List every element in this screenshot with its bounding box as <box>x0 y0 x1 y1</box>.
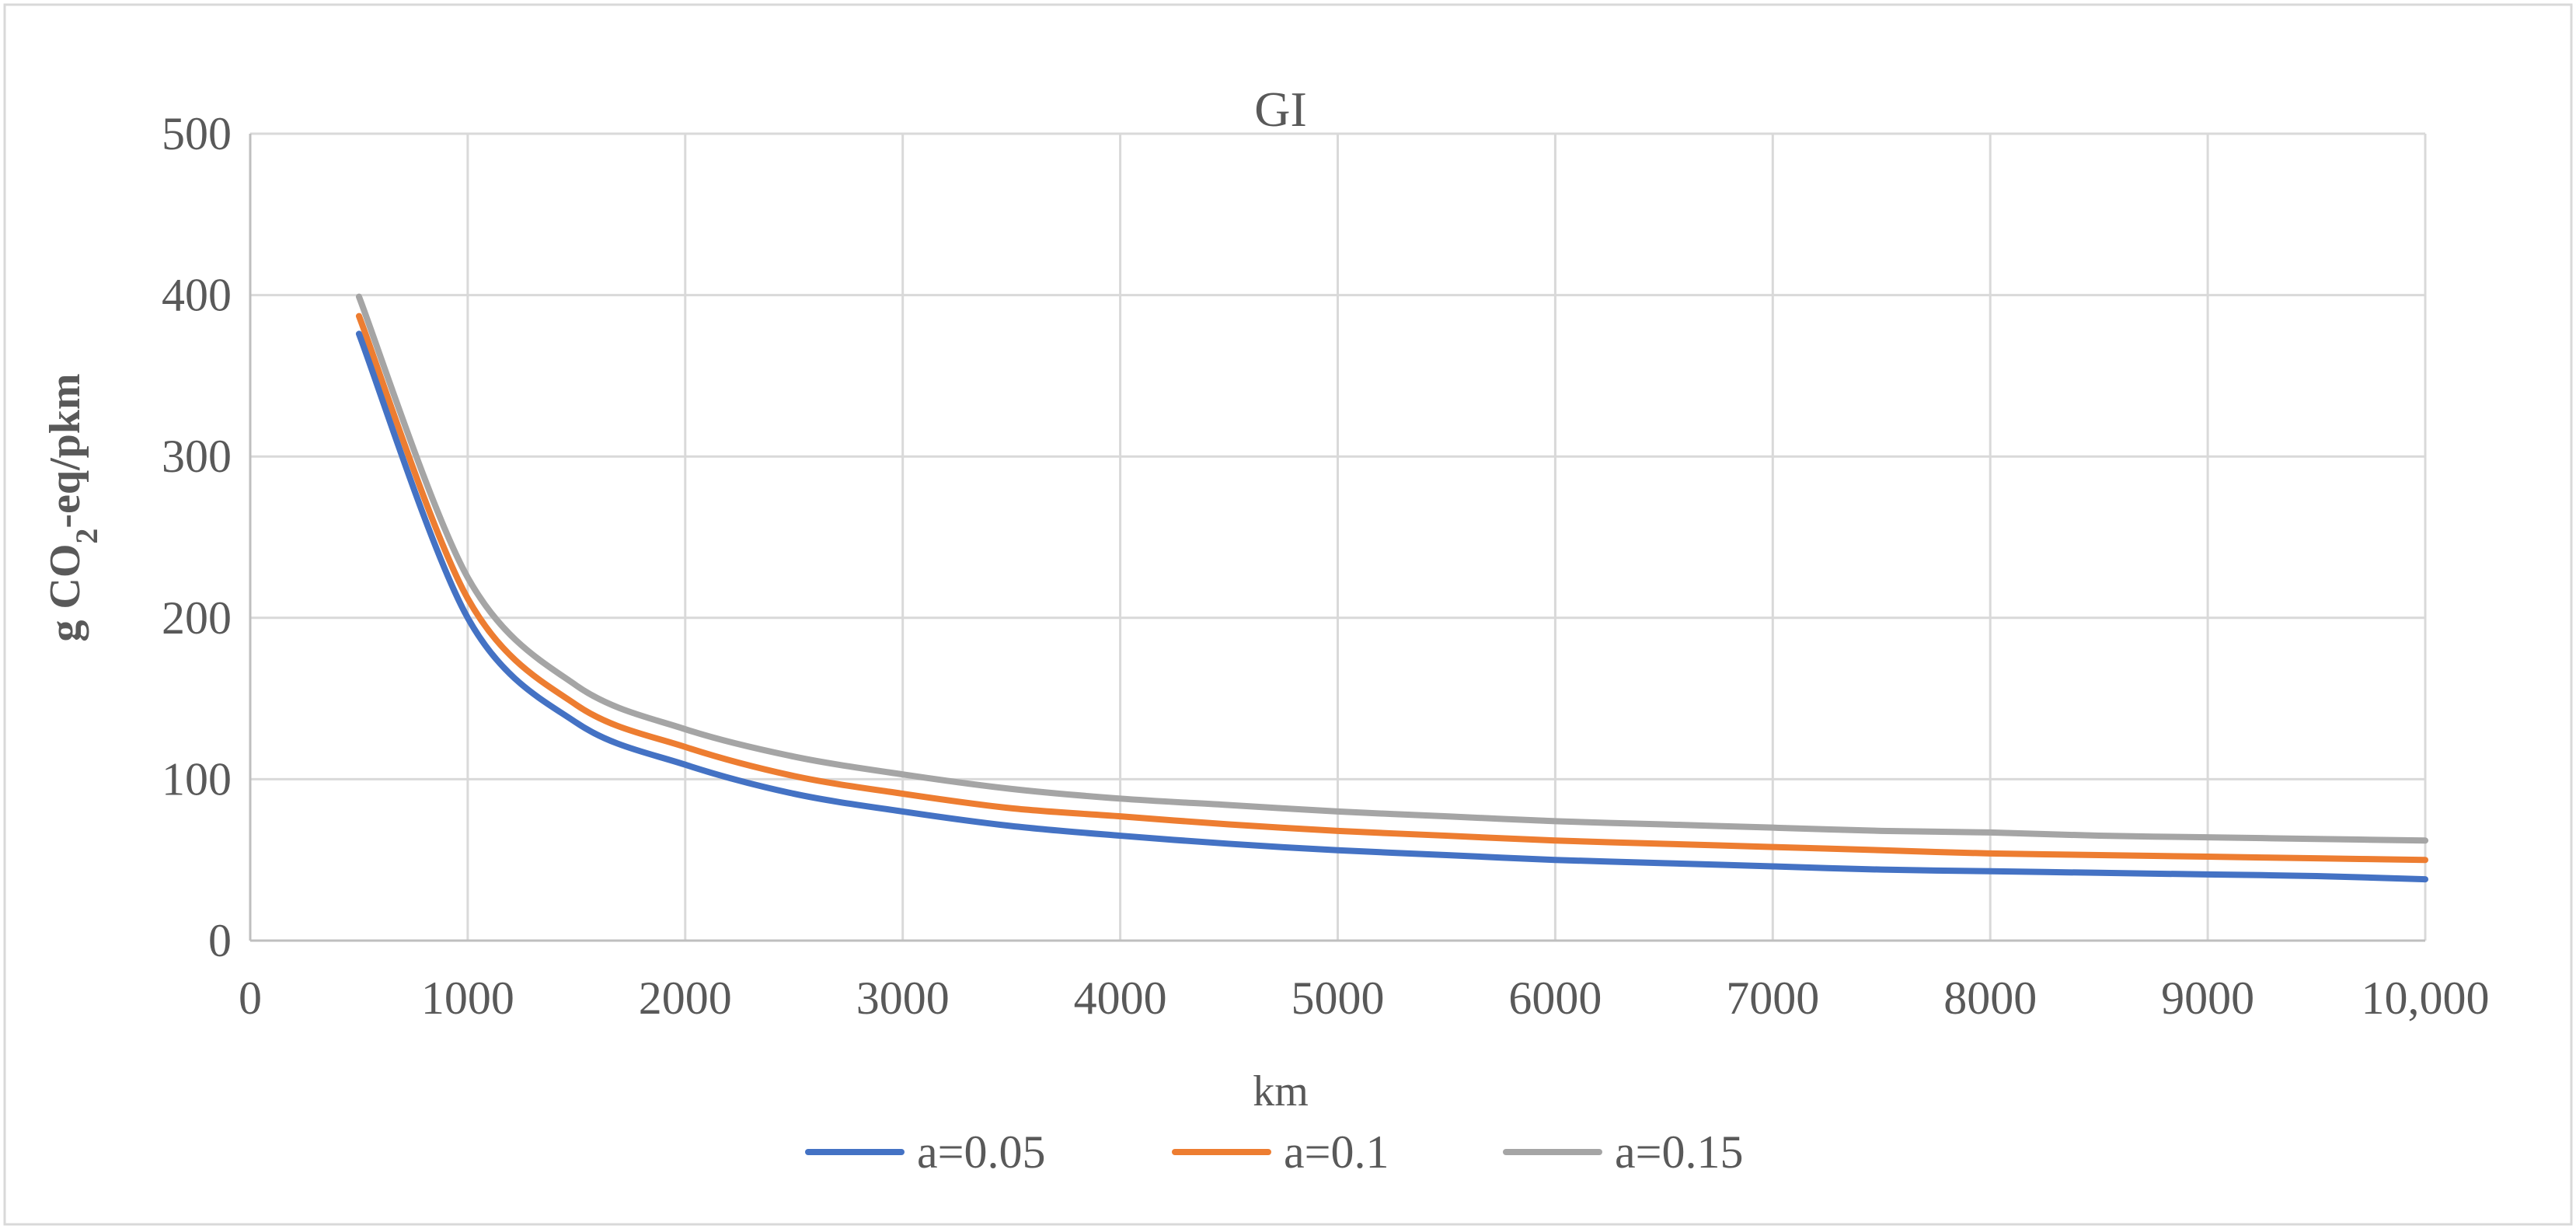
legend: a=0.05 a=0.1 a=0.15 <box>805 1126 1743 1178</box>
y-tick-label: 0 <box>208 915 232 966</box>
x-tick-label: 9000 <box>2161 972 2254 1024</box>
x-tick-label: 8000 <box>1943 972 2037 1024</box>
series-line-a=0.1 <box>355 312 2428 864</box>
legend-label: a=0.15 <box>1615 1126 1743 1178</box>
y-axis-title: g CO2-eq/pkm <box>41 373 104 641</box>
x-tick-label: 3000 <box>856 972 950 1024</box>
x-axis-title: km <box>1253 1067 1309 1116</box>
x-tick-label: 5000 <box>1291 972 1385 1024</box>
y-tick-label: 100 <box>162 753 232 805</box>
chart-title: GI <box>1254 82 1307 137</box>
y-tick-label: 300 <box>162 431 232 482</box>
x-tick-label: 4000 <box>1074 972 1167 1024</box>
x-tick-label: 1000 <box>421 972 514 1024</box>
y-tick-label: 400 <box>162 270 232 321</box>
series-lines <box>355 293 2428 883</box>
y-axis-title-subscript: 2 <box>69 529 104 544</box>
y-tick-label: 500 <box>162 108 232 159</box>
x-tick-label: 2000 <box>639 972 732 1024</box>
x-tick-label: 0 <box>239 972 262 1024</box>
chart-frame <box>3 3 2573 1226</box>
x-tick-label: 10,000 <box>2362 972 2490 1024</box>
grid <box>250 132 2427 941</box>
legend-label: a=0.1 <box>1284 1126 1389 1178</box>
x-tick-label: 7000 <box>1726 972 1819 1024</box>
labels: GI km g CO2-eq/pkm <box>41 82 1309 1116</box>
series-line-a=0.15 <box>355 293 2428 844</box>
y-axis-title-suffix: -eq/pkm <box>41 373 89 528</box>
series-line-a=0.05 <box>355 330 2428 883</box>
legend-label: a=0.05 <box>917 1126 1045 1178</box>
y-axis-title-prefix: g CO <box>41 544 89 642</box>
x-tick-label: 6000 <box>1508 972 1602 1024</box>
y-tick-label: 200 <box>162 592 232 644</box>
